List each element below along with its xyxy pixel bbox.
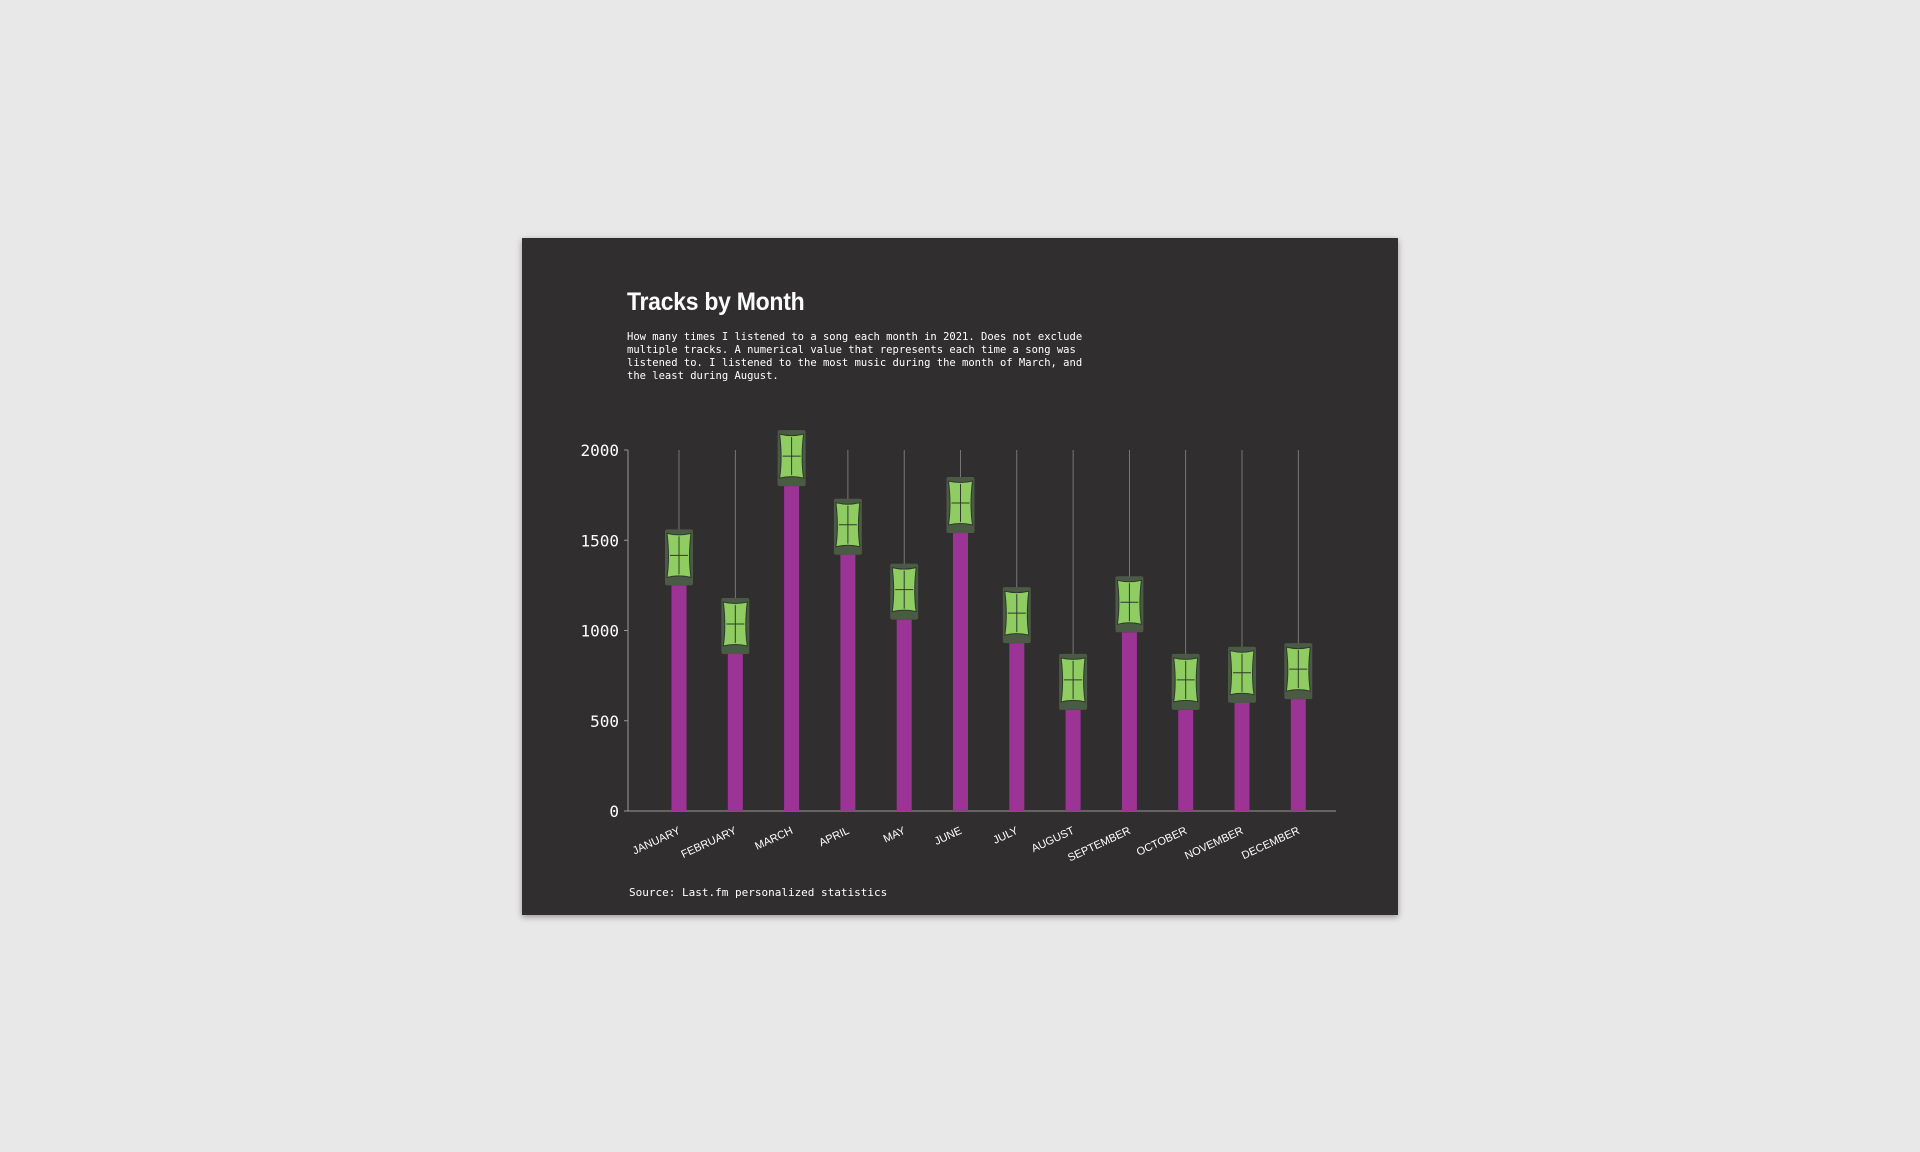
y-tick-label: 1000 [580, 622, 619, 641]
x-tick-label: NOVEMBER [1183, 825, 1245, 863]
bar-cap-icon [1002, 587, 1031, 644]
bar-cap-icon [1115, 576, 1144, 633]
bar-cap-icon [777, 430, 806, 487]
bar [1121, 632, 1137, 811]
bar-cap-icon [946, 477, 975, 534]
bar [727, 653, 743, 811]
bar [784, 486, 800, 811]
x-tick-label: JANUARY [631, 825, 683, 858]
y-tick-label: 0 [609, 802, 619, 821]
chart-card: Tracks by Month How many times I listene… [522, 238, 1398, 915]
x-tick-label: AUGUST [1030, 825, 1077, 855]
bar [1065, 709, 1081, 811]
bar [1234, 702, 1250, 811]
bar [896, 619, 912, 811]
chart-subtitle: How many times I listened to a song each… [627, 331, 1083, 382]
bar [1009, 643, 1025, 811]
bar-cap-icon [721, 597, 750, 654]
bar [1290, 699, 1306, 811]
bar [1178, 709, 1194, 811]
bar-cap-icon [833, 498, 862, 555]
x-tick-label: DECEMBER [1240, 825, 1302, 862]
bar-cap-icon [1059, 653, 1088, 710]
bar [671, 585, 687, 811]
y-tick-label: 500 [590, 712, 619, 731]
x-tick-label: MARCH [753, 825, 795, 853]
bar [953, 533, 968, 811]
x-tick-label: OCTOBER [1135, 825, 1189, 859]
x-tick-label: JULY [991, 825, 1020, 847]
bar [840, 554, 856, 811]
y-tick-label: 2000 [580, 441, 619, 460]
chart-source: Source: Last.fm personalized statistics [629, 886, 888, 899]
x-tick-label: JUNE [933, 825, 964, 848]
chart-title: Tracks by Month [627, 288, 805, 316]
x-tick-label: MAY [882, 825, 909, 846]
x-tick-label: APRIL [817, 825, 851, 849]
x-tick-label: SEPTEMBER [1066, 825, 1133, 865]
bar-cap-icon [890, 563, 919, 620]
bar-cap-icon [665, 529, 693, 586]
bar-cap-icon [1171, 653, 1200, 710]
bar-cap-icon [1228, 646, 1256, 703]
x-tick-label: FEBRUARY [679, 825, 739, 861]
y-tick-label: 1500 [580, 531, 619, 550]
bar-cap-icon [1284, 643, 1313, 700]
